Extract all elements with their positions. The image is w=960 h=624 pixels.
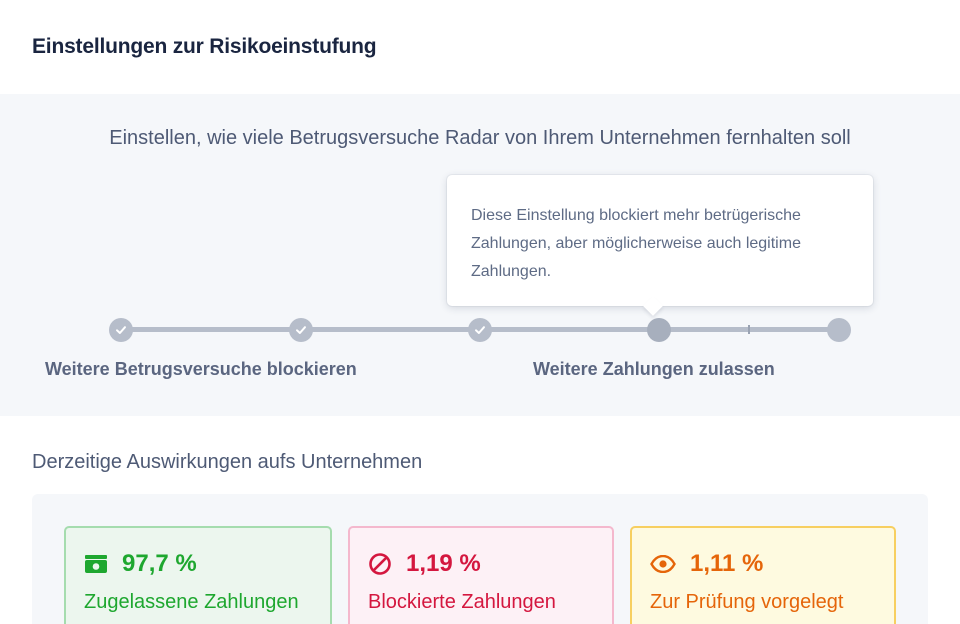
risk-heading: Einstellen, wie viele Betrugsversuche Ra… xyxy=(109,127,851,149)
eye-icon xyxy=(650,555,676,573)
review-payments-card: 1,11 % Zur Prüfung vorgelegt xyxy=(630,526,896,624)
risk-settings-panel: Einstellen, wie viele Betrugsversuche Ra… xyxy=(0,94,960,416)
allowed-payments-card: 97,7 % Zugelassene Zahlungen xyxy=(64,526,332,624)
risk-slider-step-2[interactable] xyxy=(289,318,313,342)
risk-slider-step-1[interactable] xyxy=(109,318,133,342)
risk-slider-step-5[interactable] xyxy=(827,318,851,342)
risk-tooltip-text: Diese Einstellung blockiert mehr betrüge… xyxy=(471,207,801,280)
check-icon xyxy=(475,326,485,334)
impact-title: Derzeitige Auswirkungen aufs Unternehmen xyxy=(32,451,423,473)
check-icon xyxy=(296,326,306,334)
blocked-payments-value: 1,19 % xyxy=(406,550,481,577)
slider-left-label: Weitere Betrugsversuche blockieren xyxy=(45,359,357,379)
blocked-icon xyxy=(369,553,391,575)
blocked-payments-card: 1,19 % Blockierte Zahlungen xyxy=(348,526,614,624)
cash-icon xyxy=(85,555,107,573)
allowed-payments-value: 97,7 % xyxy=(122,550,197,577)
blocked-payments-label: Blockierte Zahlungen xyxy=(368,591,556,613)
allowed-payments-label: Zugelassene Zahlungen xyxy=(84,591,299,613)
header: Einstellungen zur Risikoeinstufung xyxy=(0,0,960,94)
risk-tooltip: Diese Einstellung blockiert mehr betrüge… xyxy=(447,175,873,316)
review-payments-label: Zur Prüfung vorgelegt xyxy=(650,591,844,613)
tooltip-arrow xyxy=(643,296,663,316)
risk-slider-tick xyxy=(748,325,750,334)
impact-panel: 97,7 % Zugelassene Zahlungen 1,19 % Bloc… xyxy=(32,494,928,624)
slider-right-label: Weitere Zahlungen zulassen xyxy=(533,359,775,379)
page-title: Einstellungen zur Risikoeinstufung xyxy=(32,35,377,58)
risk-slider-handle[interactable] xyxy=(647,318,671,342)
review-payments-value: 1,11 % xyxy=(690,550,764,577)
risk-slider-step-3[interactable] xyxy=(468,318,492,342)
check-icon xyxy=(116,326,126,334)
